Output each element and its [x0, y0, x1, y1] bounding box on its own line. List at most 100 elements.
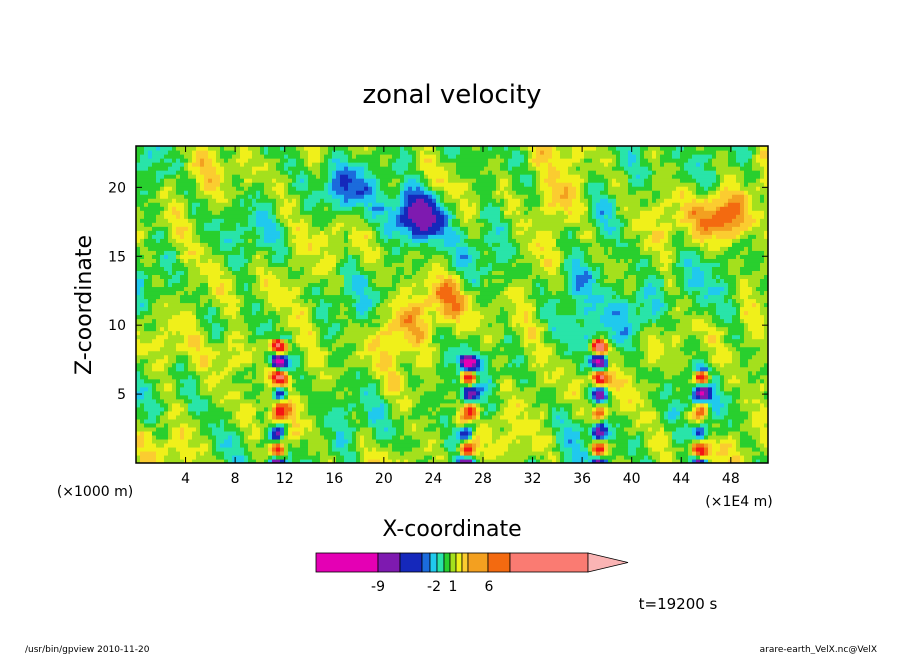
field-cell — [292, 378, 297, 384]
field-cell — [144, 174, 149, 179]
field-cell — [296, 374, 301, 380]
field-cell — [236, 146, 241, 151]
field-cell — [320, 434, 325, 440]
field-cell — [292, 454, 297, 460]
field-cell — [220, 346, 225, 352]
field-cell — [376, 246, 381, 251]
field-cell — [336, 426, 341, 432]
field-cell — [244, 186, 249, 191]
field-cell — [344, 402, 349, 408]
field-cell — [148, 210, 153, 215]
field-cell — [188, 266, 193, 271]
field-cell — [296, 270, 301, 275]
field-cell — [152, 414, 157, 420]
field-cell — [356, 458, 361, 463]
field-cell — [356, 318, 361, 324]
field-cell — [276, 438, 281, 444]
field-cell — [288, 370, 293, 376]
field-cell — [364, 182, 369, 187]
field-cell — [196, 330, 201, 336]
field-cell — [196, 334, 201, 340]
field-cell — [344, 218, 349, 223]
field-cell — [372, 238, 377, 243]
field-cell — [280, 414, 285, 420]
field-cell — [188, 454, 193, 460]
field-cell — [208, 422, 213, 428]
field-cell — [308, 174, 313, 179]
field-cell — [264, 246, 269, 251]
field-cell — [376, 422, 381, 428]
field-cell — [252, 386, 257, 392]
field-cell — [280, 170, 285, 175]
field-cell — [340, 302, 345, 308]
field-cell — [168, 226, 173, 231]
field-cell — [360, 422, 365, 428]
field-cell — [264, 258, 269, 263]
field-cell — [372, 254, 377, 259]
field-cell — [140, 454, 145, 460]
field-cell — [168, 426, 173, 432]
field-cell — [268, 286, 273, 292]
field-cell — [340, 206, 345, 211]
field-cell — [196, 362, 201, 368]
field-cell — [168, 450, 173, 456]
field-cell — [368, 446, 373, 452]
field-cell — [276, 442, 281, 448]
field-cell — [304, 454, 309, 460]
field-cell — [352, 402, 357, 408]
field-cell — [176, 218, 181, 223]
field-cell — [268, 270, 273, 275]
field-cell — [216, 246, 221, 251]
field-cell — [244, 454, 249, 460]
field-cell — [372, 342, 377, 348]
field-cell — [144, 446, 149, 452]
field-cell — [236, 322, 241, 328]
field-cell — [332, 358, 337, 364]
field-cell — [264, 266, 269, 271]
field-cell — [308, 422, 313, 428]
field-cell — [312, 346, 317, 352]
field-cell — [216, 374, 221, 380]
field-cell — [340, 234, 345, 239]
field-cell — [344, 370, 349, 376]
field-cell — [220, 218, 225, 223]
field-cell — [296, 254, 301, 259]
field-cell — [236, 170, 241, 175]
field-cell — [360, 222, 365, 227]
field-cell — [328, 422, 333, 428]
field-cell — [340, 378, 345, 384]
field-cell — [300, 330, 305, 336]
field-cell — [240, 158, 245, 163]
field-cell — [316, 454, 321, 460]
field-cell — [152, 454, 157, 460]
field-cell — [264, 374, 269, 380]
field-cell — [380, 162, 385, 167]
field-cell — [228, 414, 233, 420]
field-cell — [384, 182, 389, 187]
field-cell — [180, 334, 185, 340]
field-cell — [344, 338, 349, 344]
field-cell — [272, 430, 277, 436]
field-cell — [200, 194, 205, 199]
field-cell — [364, 330, 369, 336]
field-cell — [272, 374, 277, 380]
field-cell — [304, 246, 309, 251]
field-cell — [288, 358, 293, 364]
field-cell — [304, 286, 309, 292]
field-cell — [388, 454, 393, 460]
field-cell — [224, 298, 229, 304]
field-cell — [272, 326, 277, 332]
field-cell — [340, 426, 345, 432]
field-cell — [380, 194, 385, 199]
field-cell — [256, 342, 261, 348]
field-cell — [360, 386, 365, 392]
field-cell — [292, 414, 297, 420]
field-cell — [264, 190, 269, 195]
field-cell — [252, 406, 257, 412]
field-cell — [196, 294, 201, 300]
field-cell — [256, 214, 261, 219]
field-cell — [316, 222, 321, 227]
field-cell — [364, 158, 369, 163]
field-cell — [240, 362, 245, 368]
field-cell — [188, 302, 193, 308]
